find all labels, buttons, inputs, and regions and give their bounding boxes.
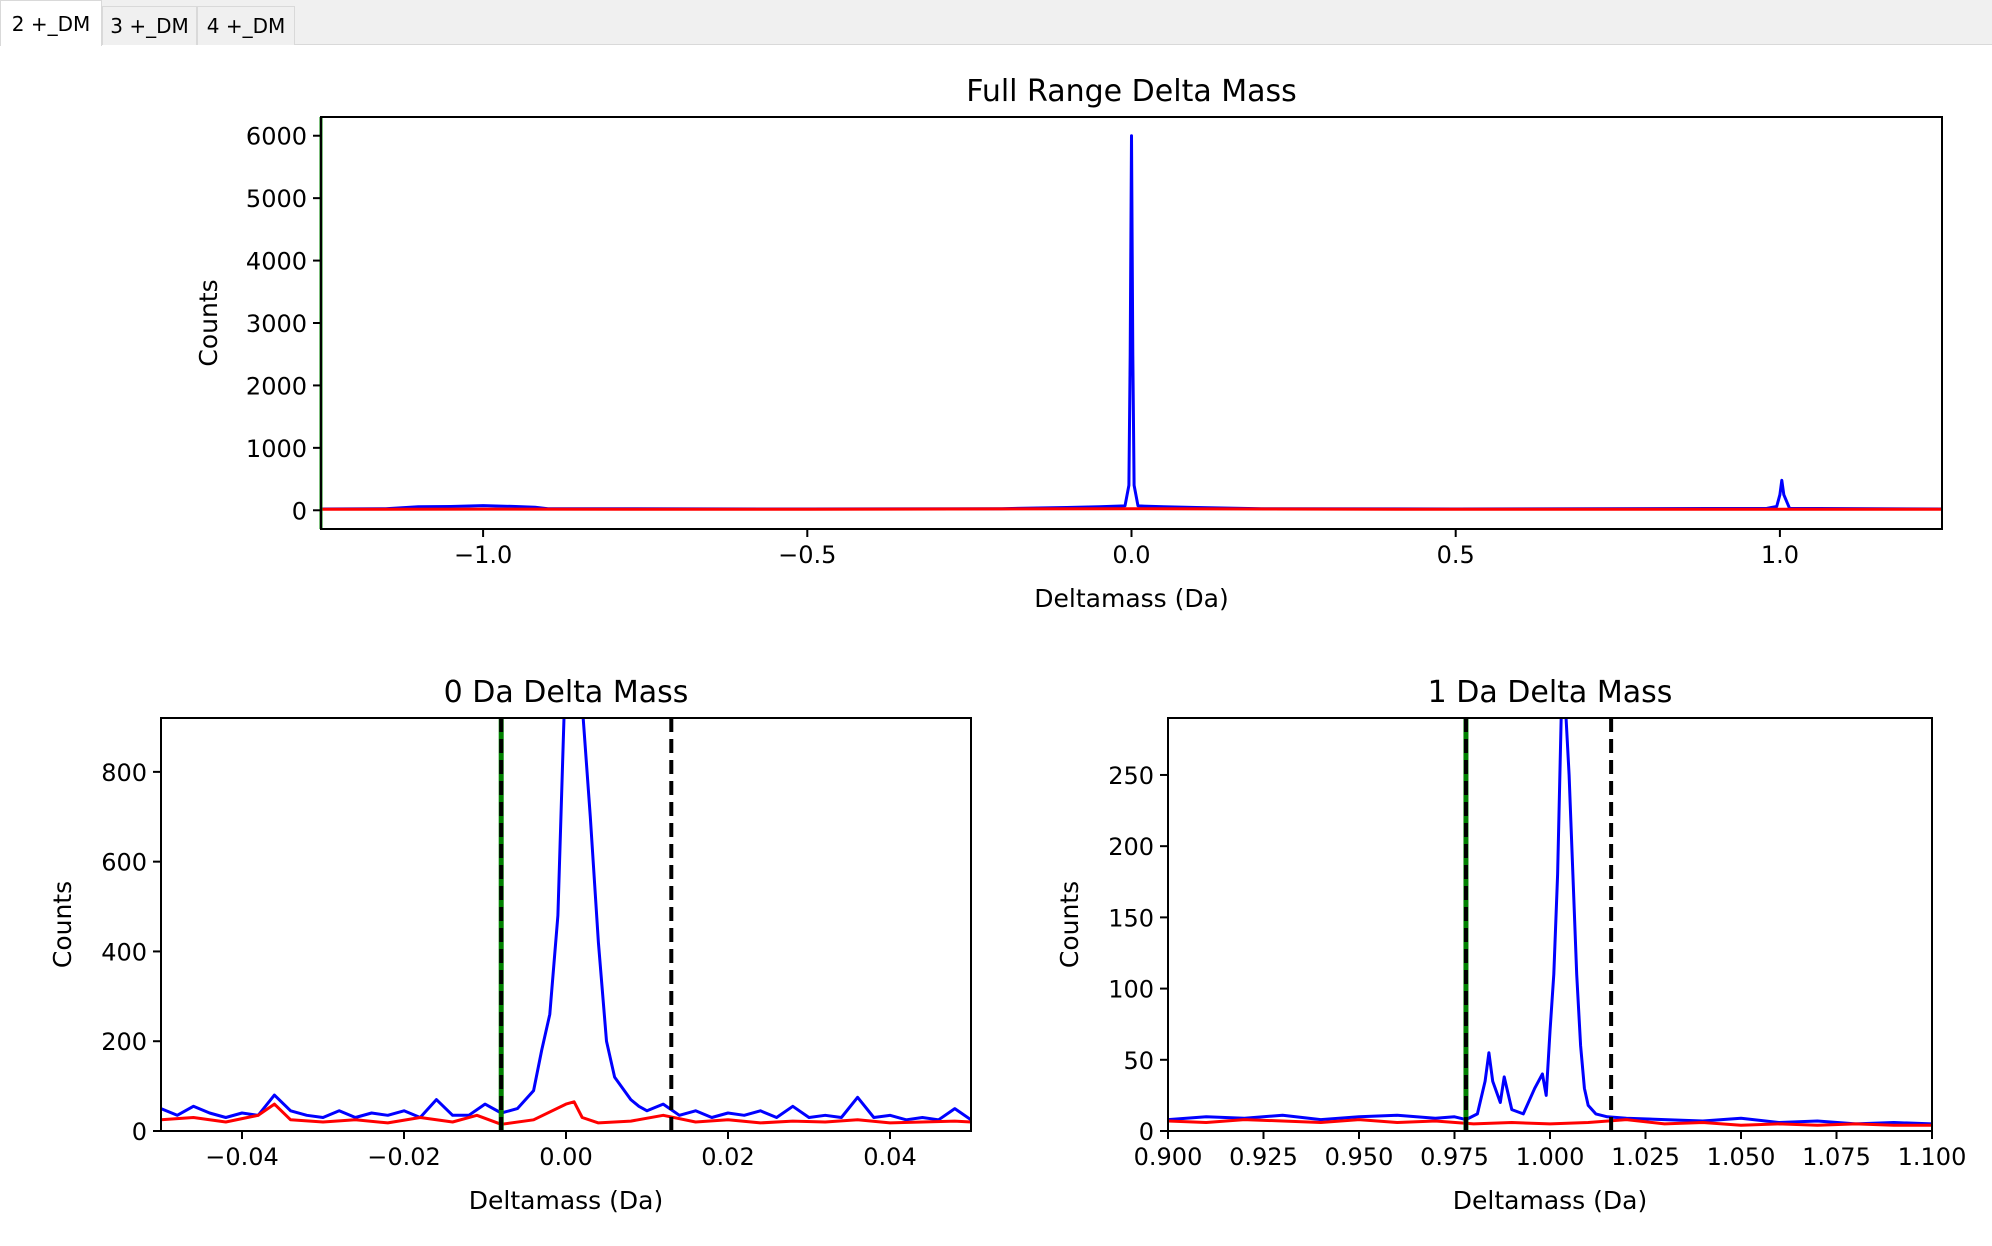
x-tick-label: 0.950 <box>1325 1143 1394 1171</box>
chart-title: Full Range Delta Mass <box>966 74 1297 109</box>
y-tick-label: 50 <box>1123 1047 1154 1075</box>
y-tick-label: 2000 <box>246 372 307 400</box>
y-tick-label: 1000 <box>246 435 307 463</box>
chart-title: 0 Da Delta Mass <box>444 675 689 710</box>
y-axis-label: Counts <box>1055 881 1084 968</box>
y-tick-label: 100 <box>1108 976 1154 1004</box>
x-tick-label: 0.0 <box>1112 541 1150 569</box>
chart-title: 1 Da Delta Mass <box>1428 675 1673 710</box>
x-tick-label: −0.02 <box>367 1143 441 1171</box>
tab-3-dm[interactable]: 3 +_DM <box>102 6 197 45</box>
y-tick-label: 400 <box>101 938 147 966</box>
plot-frame <box>160 717 972 1132</box>
x-tick-label: 0.00 <box>539 1143 592 1171</box>
x-tick-label: 1.000 <box>1516 1143 1585 1171</box>
x-tick-label: −0.04 <box>205 1143 279 1171</box>
full-range-plot: −1.0 −0.5 0.0 0.5 1.0 0 1000 2000 3000 4000 5000 60… <box>194 74 1943 613</box>
x-tick-label: 0.04 <box>863 1143 916 1171</box>
one-da-plot: 0.900 0.925 0.950 0.975 1.000 1.025 1.050 1.075… <box>1055 675 1966 1215</box>
y-axis-label: Counts <box>48 881 77 968</box>
target-series-line <box>321 134 1942 511</box>
x-tick-label: 0.02 <box>701 1143 754 1171</box>
x-tick-label: 0.925 <box>1229 1143 1298 1171</box>
x-tick-label: −1.0 <box>454 541 512 569</box>
x-tick-label: 0.5 <box>1437 541 1475 569</box>
y-tick-label: 600 <box>101 849 147 877</box>
y-tick-label: 200 <box>101 1028 147 1056</box>
y-tick-label: 150 <box>1108 904 1154 932</box>
x-tick-label: 1.0 <box>1761 541 1799 569</box>
decoy-series-line <box>321 507 1942 511</box>
y-tick-label: 6000 <box>246 123 307 151</box>
tab-bar: 2 +_DM 3 +_DM 4 +_DM <box>0 0 1992 46</box>
plot-frame <box>1167 717 1933 1132</box>
x-tick-label: 0.900 <box>1134 1143 1203 1171</box>
y-axis-label: Counts <box>194 279 223 366</box>
target-series-line <box>161 718 971 1122</box>
x-axis-label: Deltamass (Da) <box>469 1186 663 1215</box>
decoy-series-line <box>1168 1118 1932 1127</box>
y-tick-label: 3000 <box>246 310 307 338</box>
y-tick-label: 200 <box>1108 833 1154 861</box>
tab-2-dm[interactable]: 2 +_DM <box>0 0 102 46</box>
target-series-line <box>1168 718 1932 1126</box>
x-axis-label: Deltamass (Da) <box>1453 1186 1647 1215</box>
y-tick-label: 5000 <box>246 185 307 213</box>
figure: −1.0 −0.5 0.0 0.5 1.001000200030004000500060… <box>48 74 1966 1215</box>
x-tick-label: 1.100 <box>1898 1143 1967 1171</box>
y-tick-label: 0 <box>132 1118 147 1146</box>
x-tick-label: 1.075 <box>1802 1143 1871 1171</box>
tab-4-dm[interactable]: 4 +_DM <box>197 6 295 45</box>
x-tick-label: 1.050 <box>1707 1143 1776 1171</box>
x-tick-label: 0.975 <box>1420 1143 1489 1171</box>
x-tick-label: −0.5 <box>778 541 836 569</box>
y-tick-label: 0 <box>1139 1118 1154 1146</box>
y-tick-label: 0 <box>292 497 307 525</box>
x-axis-label: Deltamass (Da) <box>1034 584 1228 613</box>
decoy-series-line <box>161 1100 971 1126</box>
y-tick-label: 800 <box>101 759 147 787</box>
zero-da-plot: −0.04 −0.02 0.00 0.02 0.04 0 200 400 600 800 0 Da … <box>48 675 972 1215</box>
y-tick-label: 4000 <box>246 248 307 276</box>
y-tick-label: 250 <box>1108 762 1154 790</box>
x-tick-label: 1.025 <box>1611 1143 1680 1171</box>
